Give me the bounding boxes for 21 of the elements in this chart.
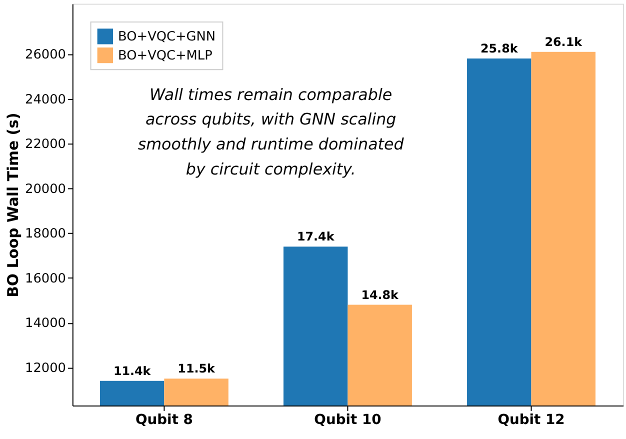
data-label: 25.8k xyxy=(480,42,519,56)
data-label: 14.8k xyxy=(361,288,400,302)
x-tick-label: Qubit 8 xyxy=(135,412,193,428)
data-label: 11.4k xyxy=(113,364,152,378)
x-tick-label: Qubit 12 xyxy=(498,412,565,428)
y-tick-label: 12000 xyxy=(25,360,66,376)
legend-label: BO+VQC+GNN xyxy=(118,29,216,44)
annotation: Wall times remain comparable across qubits, with GNN scaling smoothly and runtime dominated by circuit complexity. xyxy=(138,84,405,178)
y-axis-title: BO Loop Wall Time (s) xyxy=(4,112,22,298)
y-tick-label: 18000 xyxy=(25,226,66,242)
y-tick-label: 22000 xyxy=(25,137,66,152)
y-tick-label: 24000 xyxy=(25,92,66,108)
data-label: 26.1k xyxy=(544,34,584,49)
x-tick-label: Qubit 10 xyxy=(314,412,382,428)
y-tick-label: 14000 xyxy=(25,316,66,332)
data-label: 11.5k xyxy=(178,362,216,376)
y-tick-label: 20000 xyxy=(25,182,66,197)
y-tick-label: 16000 xyxy=(25,271,66,286)
data-label: 17.4k xyxy=(296,230,336,244)
legend-label: BO+VQC+MLP xyxy=(118,48,213,64)
y-tick-label: 26000 xyxy=(25,48,66,63)
